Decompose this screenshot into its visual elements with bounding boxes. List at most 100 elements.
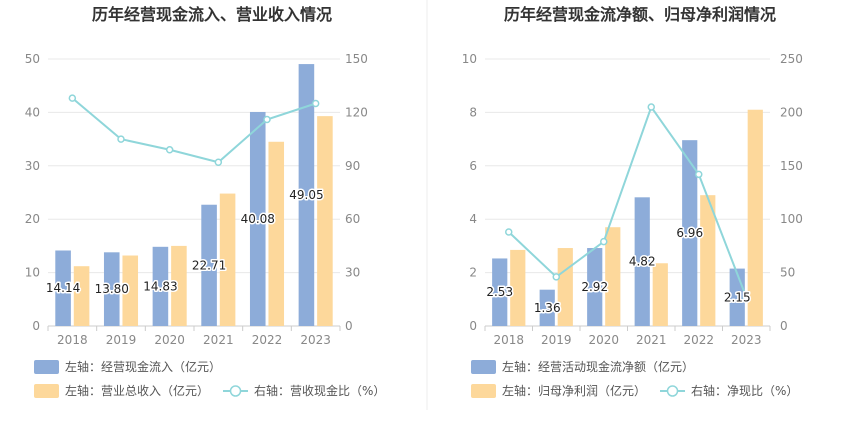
legend-label[interactable]: 左轴：归母净利润（亿元） [502,383,646,398]
bar-primary[interactable] [682,140,698,326]
legend-line-marker [666,385,679,397]
y-left-tick-label: 10 [462,52,477,66]
y-right-tick-label: 200 [780,105,803,119]
ratio-line-point[interactable] [505,228,513,236]
bar-data-label: 1.36 [534,301,561,315]
x-tick-label: 2020 [588,333,619,347]
bar-secondary[interactable] [219,193,236,326]
x-tick-label: 2018 [493,333,524,347]
bar-primary[interactable] [55,250,71,326]
ratio-line-point[interactable] [117,135,125,143]
ratio-line-point[interactable] [600,237,608,246]
x-tick-label: 2019 [106,333,137,347]
ratio-line-point[interactable] [647,103,655,111]
bar-data-label: 40.08 [241,212,275,226]
bar-primary[interactable] [539,289,555,326]
legend-swatch[interactable] [471,384,496,398]
x-tick-label: 2022 [683,333,714,347]
chart-title: 历年经营现金流入、营业收入情况 [92,5,332,24]
chart-panel-net-cashflow-profit: 历年经营现金流净额、归母净利润情况02468100501001502002502… [462,5,803,398]
y-left-tick-label: 0 [469,319,477,333]
y-right-tick-label: 0 [780,319,788,333]
bar-primary[interactable] [201,204,217,326]
x-tick-label: 2020 [154,333,185,347]
y-right-tick-label: 50 [780,266,795,280]
bar-data-label: 2.92 [581,280,608,294]
y-left-tick-label: 6 [469,159,477,173]
bar-primary[interactable] [492,258,508,326]
bar-data-label: 14.83 [143,279,177,293]
x-tick-label: 2021 [636,333,667,347]
ratio-line-point[interactable] [214,158,223,166]
bar-primary[interactable] [634,197,650,326]
ratio-line-point[interactable] [68,94,77,102]
bar-secondary[interactable] [747,109,763,326]
bar-secondary[interactable] [73,266,90,326]
x-tick-label: 2022 [252,333,283,347]
chart-panel-cash-inflow-revenue: 历年经营现金流入、营业收入情况 0 10 20 30 40 50 0 30 60 90 120 150 2… [25,5,385,398]
legend-label[interactable]: 右轴：净现比（%） [691,383,798,398]
bar-data-label: 2.15 [724,290,751,304]
legend-label[interactable]: 左轴：营业总收入（亿元） [65,383,209,398]
y-left-tick-label: 0 [32,319,40,333]
y-left-tick-label: 10 [25,266,40,280]
y-right-tick-label: 60 [345,212,360,226]
bar-data-label: 4.82 [629,255,656,269]
bar-primary[interactable] [249,111,266,326]
ratio-line-point[interactable] [263,115,271,124]
ratio-line [71,97,316,164]
legend-swatch[interactable] [34,384,59,398]
bar-secondary[interactable] [700,195,716,326]
ratio-line [508,104,748,298]
y-right-tick-label: 30 [345,266,360,280]
bar-data-label: 6.96 [676,226,703,240]
y-left-tick-label: 30 [25,159,40,173]
legend-label[interactable]: 左轴：经营现金流入（亿元） [65,359,221,374]
legend-label[interactable]: 左轴：经营活动现金流净额（亿元） [502,359,694,374]
y-left-tick-label: 40 [25,105,40,119]
ratio-line-point[interactable] [552,273,560,281]
x-tick-label: 2023 [300,333,331,347]
legend-label[interactable]: 右轴：营收现金比（%） [254,383,385,398]
ratio-line-point[interactable] [311,99,320,108]
bar-secondary[interactable] [510,249,526,326]
x-tick-label: 2018 [57,333,88,347]
ratio-line-point[interactable] [742,293,750,301]
legend-line-marker [229,385,242,397]
bar-data-label: 49.05 [289,188,323,202]
bar-secondary[interactable] [605,227,621,326]
bar-primary[interactable] [298,64,315,326]
ratio-line-point[interactable] [165,146,174,154]
bar-data-label: 13.80 [95,282,129,296]
x-tick-label: 2023 [731,333,762,347]
x-tick-label: 2019 [541,333,572,347]
bar-secondary[interactable] [171,245,187,326]
y-right-tick-label: 150 [345,52,368,66]
bar-secondary[interactable] [122,255,139,326]
y-right-tick-label: 100 [780,212,803,226]
y-left-tick-label: 8 [469,105,477,119]
bar-secondary[interactable] [268,141,285,326]
bar-data-label: 14.14 [46,281,80,295]
chart-title: 历年经营现金流净额、归母净利润情况 [504,5,776,24]
bar-secondary[interactable] [317,116,333,326]
bar-data-label: 2.53 [486,285,513,299]
bar-primary[interactable] [103,252,120,326]
y-right-tick-label: 0 [345,319,353,333]
y-left-tick-label: 4 [469,212,477,226]
y-right-tick-label: 150 [780,159,803,173]
y-right-tick-label: 120 [345,105,368,119]
y-right-tick-label: 90 [345,159,360,173]
bar-data-label: 22.71 [192,258,226,272]
legend-swatch[interactable] [34,360,59,374]
y-left-tick-label: 50 [25,52,40,66]
legend-swatch[interactable] [471,360,496,374]
bar-primary[interactable] [152,246,169,326]
bar-secondary[interactable] [652,263,668,326]
ratio-line-point[interactable] [695,170,703,179]
x-tick-label: 2021 [203,333,234,347]
bar-primary[interactable] [587,248,603,326]
y-left-tick-label: 2 [469,266,477,280]
y-left-tick-label: 20 [25,212,40,226]
